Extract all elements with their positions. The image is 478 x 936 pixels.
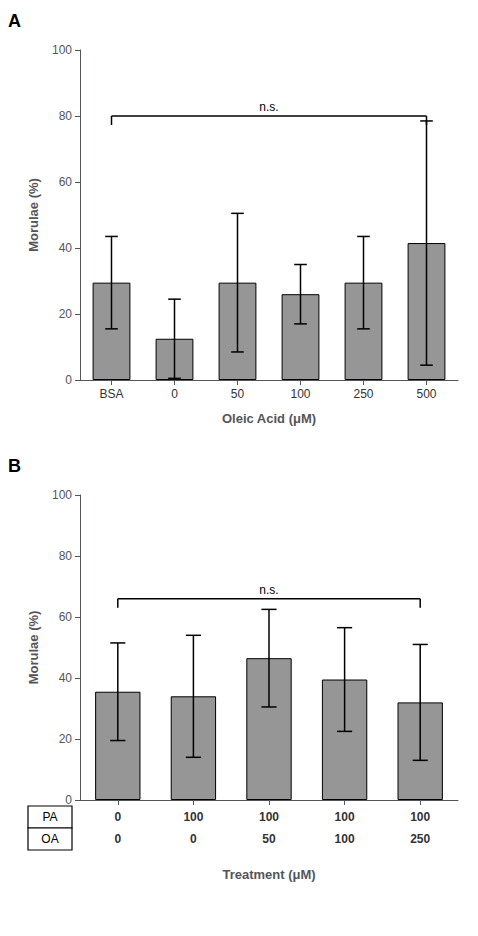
svg-text:60: 60 <box>59 610 73 624</box>
svg-text:100: 100 <box>52 488 72 502</box>
svg-text:A: A <box>8 11 21 31</box>
svg-text:100: 100 <box>335 832 355 846</box>
svg-text:40: 40 <box>59 671 73 685</box>
svg-text:250: 250 <box>410 832 430 846</box>
svg-text:250: 250 <box>353 387 373 401</box>
svg-text:0: 0 <box>114 810 121 824</box>
svg-text:n.s.: n.s. <box>259 583 278 597</box>
svg-text:100: 100 <box>52 43 72 57</box>
svg-text:Morulae (%): Morulae (%) <box>26 178 41 252</box>
svg-text:20: 20 <box>59 307 73 321</box>
svg-text:80: 80 <box>59 109 73 123</box>
svg-text:100: 100 <box>410 810 430 824</box>
svg-text:100: 100 <box>259 810 279 824</box>
svg-text:0: 0 <box>114 832 121 846</box>
svg-text:500: 500 <box>416 387 436 401</box>
svg-text:0: 0 <box>171 387 178 401</box>
svg-text:B: B <box>8 456 21 476</box>
svg-text:Treatment (μM): Treatment (μM) <box>222 867 315 882</box>
svg-text:Oleic Acid (μM): Oleic Acid (μM) <box>222 411 316 426</box>
svg-text:40: 40 <box>59 241 73 255</box>
svg-text:60: 60 <box>59 175 73 189</box>
svg-text:0: 0 <box>65 793 72 807</box>
svg-text:100: 100 <box>290 387 310 401</box>
svg-text:50: 50 <box>262 832 276 846</box>
svg-text:50: 50 <box>231 387 245 401</box>
svg-text:20: 20 <box>59 732 73 746</box>
svg-text:BSA: BSA <box>99 387 123 401</box>
svg-text:0: 0 <box>65 373 72 387</box>
svg-text:Morulae (%): Morulae (%) <box>26 611 41 685</box>
svg-text:OA: OA <box>41 832 58 846</box>
svg-text:n.s.: n.s. <box>259 100 278 114</box>
svg-text:80: 80 <box>59 549 73 563</box>
svg-text:PA: PA <box>42 810 57 824</box>
svg-text:100: 100 <box>183 810 203 824</box>
svg-text:0: 0 <box>190 832 197 846</box>
svg-text:100: 100 <box>335 810 355 824</box>
